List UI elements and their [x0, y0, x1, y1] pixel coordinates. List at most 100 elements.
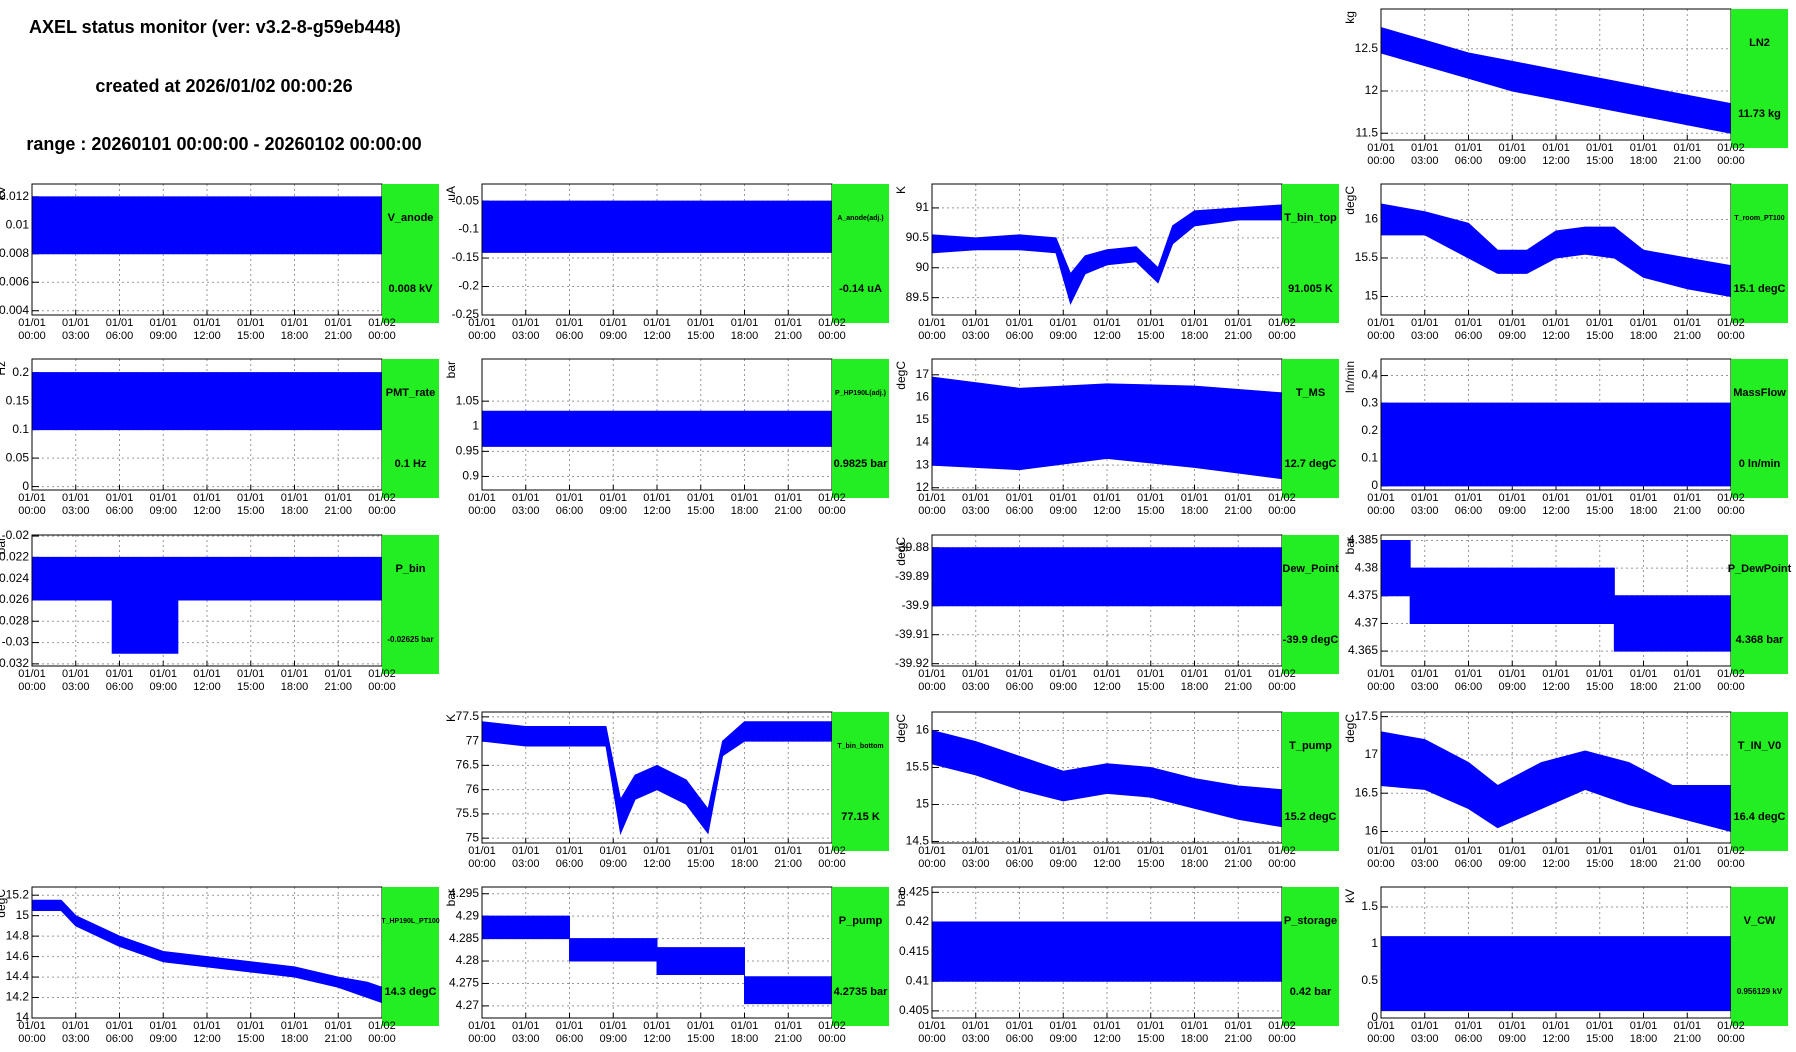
x-tick-label: 01/01 15:00 — [1585, 668, 1614, 693]
x-tick-label: 01/01 21:00 — [1224, 1020, 1253, 1045]
y-axis-label: Hz — [0, 361, 8, 376]
x-tick-label: 01/01 00:00 — [918, 492, 946, 517]
x-tick-label: 01/01 18:00 — [1180, 668, 1209, 693]
y-tick-label: 4.375 — [1348, 588, 1378, 602]
y-tick-label: -0.05 — [452, 193, 480, 207]
status-name: T_bin_bottom — [837, 743, 883, 750]
x-tick-label: 01/01 06:00 — [1454, 1020, 1483, 1045]
y-tick-label: -0.02 — [2, 528, 30, 542]
x-tick-label: 01/01 03:00 — [1410, 142, 1439, 167]
data-band — [31, 372, 383, 431]
status-value: 0.1 Hz — [395, 458, 427, 470]
y-tick-label: 0.405 — [899, 1003, 929, 1017]
x-tick-label: 01/01 12:00 — [1542, 668, 1570, 693]
x-tick-label: 01/01 21:00 — [1673, 142, 1702, 167]
x-tick-label: 01/01 09:00 — [149, 317, 178, 342]
x-tick-label: 01/02 00:00 — [1717, 317, 1745, 342]
status-name: P_bin — [396, 563, 426, 575]
x-tick-label: 01/01 12:00 — [643, 317, 671, 342]
status-value: 0.9825 bar — [834, 458, 889, 470]
x-tick-label: 01/02 00:00 — [1268, 1020, 1296, 1045]
x-tick-label: 01/01 03:00 — [511, 1020, 540, 1045]
x-tick-label: 01/01 21:00 — [1673, 317, 1702, 342]
status-value: 0.008 kV — [388, 283, 433, 295]
x-tick-label: 01/01 12:00 — [1093, 845, 1121, 870]
y-tick-label: 16 — [1365, 212, 1379, 226]
x-tick-label: 01/01 15:00 — [1585, 317, 1614, 342]
status-name: Dew_Point — [1282, 563, 1339, 575]
x-tick-label: 01/01 21:00 — [324, 1020, 353, 1045]
x-tick-label: 01/01 06:00 — [105, 1020, 134, 1045]
y-tick-label: 0.425 — [899, 885, 929, 899]
status-box — [1282, 359, 1339, 498]
x-tick-label: 01/01 15:00 — [686, 317, 715, 342]
status-name: A_anode(adj.) — [837, 215, 883, 222]
x-tick-label: 01/01 12:00 — [643, 492, 671, 517]
x-tick-label: 01/01 03:00 — [1410, 668, 1439, 693]
x-tick-label: 01/01 18:00 — [1629, 317, 1658, 342]
x-tick-label: 01/01 21:00 — [1673, 668, 1702, 693]
y-tick-label: 4.28 — [456, 953, 480, 967]
status-name: T_IN_V0 — [1738, 740, 1781, 752]
y-tick-label: 0.42 — [906, 914, 930, 928]
x-tick-label: 01/01 21:00 — [1224, 317, 1253, 342]
x-tick-label: 01/01 12:00 — [1542, 845, 1570, 870]
y-tick-label: -0.022 — [0, 550, 29, 564]
status-box — [832, 359, 889, 498]
data-band — [1380, 936, 1732, 1012]
x-tick-label: 01/01 21:00 — [324, 492, 353, 517]
y-tick-label: 0.006 — [0, 274, 29, 288]
y-tick-label: 90 — [916, 260, 930, 274]
x-tick-label: 01/01 21:00 — [1673, 492, 1702, 517]
y-tick-label: 12 — [916, 480, 930, 494]
y-tick-label: -39.89 — [895, 569, 929, 583]
y-tick-label: 0 — [1371, 1010, 1378, 1024]
status-value: 15.2 degC — [1285, 811, 1337, 823]
x-tick-label: 01/01 06:00 — [105, 668, 134, 693]
data-band — [1380, 402, 1732, 487]
x-tick-label: 01/02 00:00 — [368, 668, 396, 693]
status-box — [1282, 535, 1339, 674]
y-tick-label: 15 — [1365, 289, 1379, 303]
x-tick-label: 01/01 03:00 — [1410, 317, 1439, 342]
y-axis-label: K — [444, 714, 458, 722]
x-tick-label: 01/01 09:00 — [149, 492, 178, 517]
x-tick-label: 01/01 06:00 — [1005, 845, 1034, 870]
x-tick-label: 01/01 06:00 — [1005, 492, 1034, 517]
y-tick-label: 4.365 — [1348, 643, 1378, 657]
y-tick-label: 0 — [22, 479, 29, 493]
x-tick-label: 01/01 03:00 — [1410, 845, 1439, 870]
x-tick-label: 01/01 18:00 — [280, 1020, 309, 1045]
y-tick-label: 0.2 — [1361, 423, 1378, 437]
status-name: T_bin_top — [1284, 212, 1337, 224]
status-value: 77.15 K — [841, 811, 880, 823]
y-tick-label: -0.024 — [0, 571, 29, 585]
x-tick-label: 01/01 06:00 — [1454, 668, 1483, 693]
status-box — [1731, 535, 1788, 674]
x-tick-label: 01/01 21:00 — [774, 1020, 803, 1045]
y-axis-label: uA — [444, 186, 458, 201]
data-band — [31, 196, 383, 255]
x-tick-label: 01/01 09:00 — [1498, 317, 1527, 342]
x-tick-label: 01/01 06:00 — [555, 1020, 584, 1045]
x-tick-label: 01/01 09:00 — [149, 1020, 178, 1045]
y-tick-label: -0.15 — [452, 250, 480, 264]
y-tick-label: 17.5 — [1355, 709, 1379, 723]
x-tick-label: 01/01 00:00 — [918, 1020, 946, 1045]
x-tick-label: 01/01 09:00 — [1049, 317, 1078, 342]
status-box — [382, 535, 439, 674]
x-tick-label: 01/01 06:00 — [105, 317, 134, 342]
x-tick-label: 01/01 09:00 — [149, 668, 178, 693]
x-tick-label: 01/01 18:00 — [280, 492, 309, 517]
y-tick-label: 4.37 — [1355, 616, 1379, 630]
y-tick-label: 0.05 — [6, 450, 30, 464]
x-tick-label: 01/01 09:00 — [1498, 668, 1527, 693]
y-tick-label: 13 — [916, 457, 930, 471]
y-tick-label: 14.8 — [6, 928, 30, 942]
x-tick-label: 01/01 18:00 — [1180, 317, 1209, 342]
x-tick-label: 01/01 09:00 — [599, 492, 628, 517]
status-name: V_CW — [1744, 915, 1776, 927]
y-tick-label: -39.9 — [902, 598, 930, 612]
y-tick-label: 4.385 — [1348, 533, 1378, 547]
x-tick-label: 01/02 00:00 — [1717, 142, 1745, 167]
